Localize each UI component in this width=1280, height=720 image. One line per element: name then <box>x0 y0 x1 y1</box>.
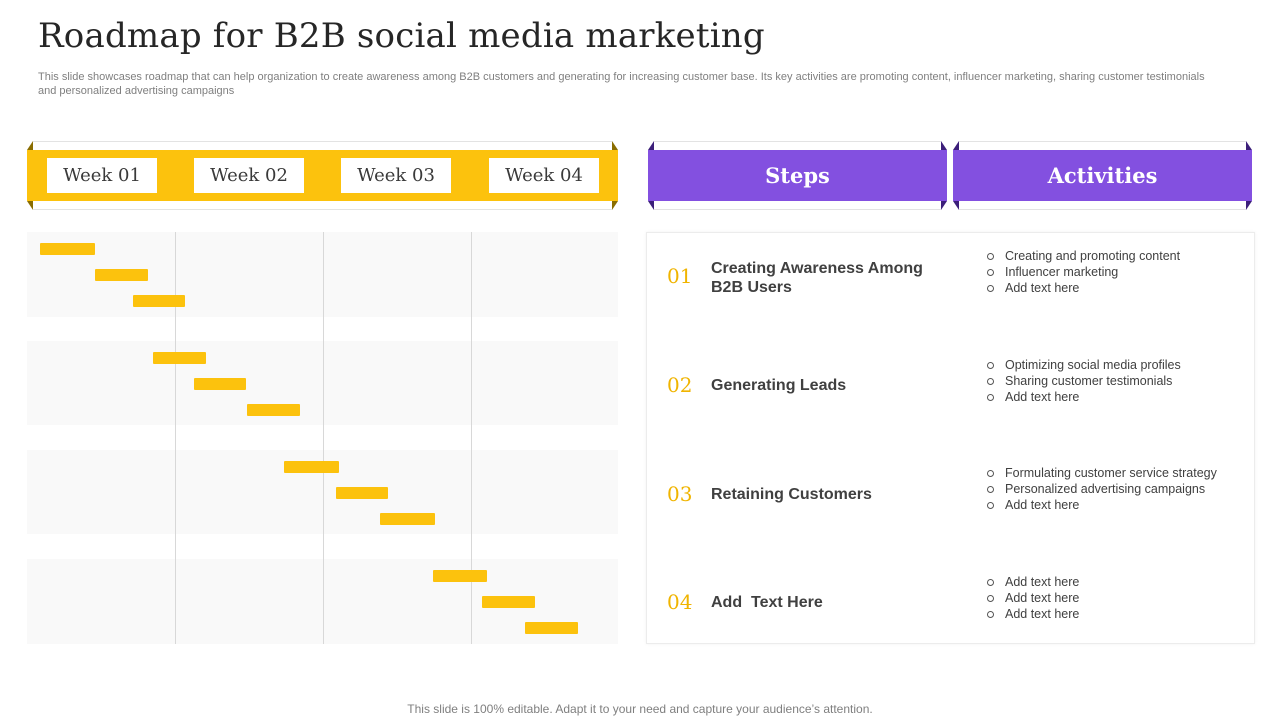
activity-item: Add text here <box>987 497 1217 513</box>
activity-list: Formulating customer service strategy Pe… <box>987 465 1217 513</box>
gantt-bar-step-4-task-1 <box>433 570 487 582</box>
week-header-ribbon: Week 01 Week 02 Week 03 Week 04 <box>27 141 618 210</box>
week-divider-3 <box>471 232 472 644</box>
gantt-bar-step-3-task-3 <box>380 512 435 525</box>
gantt-bar-step-3-task-1 <box>284 461 339 473</box>
gantt-bar-step-4-task-3 <box>524 622 579 635</box>
step-number: 02 <box>667 373 693 397</box>
activities-header-ribbon: Activities <box>953 141 1252 210</box>
activity-item: Influencer marketing <box>987 264 1180 280</box>
week-label-1: Week 01 <box>47 158 157 193</box>
step-number: 03 <box>667 482 693 506</box>
step-title: Retaining Customers <box>711 486 872 503</box>
gantt-chart <box>27 232 618 644</box>
activity-item: Add text here <box>987 574 1079 590</box>
steps-header: Steps <box>765 163 830 188</box>
activity-item: Add text here <box>987 606 1079 622</box>
activity-item: Sharing customer testimonials <box>987 373 1181 389</box>
gantt-bar-step-2-task-2 <box>193 377 246 390</box>
step-number: 04 <box>667 590 693 614</box>
activity-item: Optimizing social media profiles <box>987 357 1181 373</box>
page-subtitle: This slide showcases roadmap that can he… <box>38 71 1205 97</box>
gantt-bar-step-2-task-3 <box>247 403 301 416</box>
activity-item: Creating and promoting content <box>987 248 1180 264</box>
activity-item: Add text here <box>987 590 1079 606</box>
activity-list: Creating and promoting content Influence… <box>987 248 1180 296</box>
step-title: Add Text Here <box>711 594 823 611</box>
activity-item: Personalized advertising campaigns <box>987 481 1217 497</box>
gantt-bar-step-2-task-1 <box>152 352 206 364</box>
gantt-bar-step-1-task-1 <box>40 243 95 255</box>
week-label-3: Week 03 <box>341 158 451 193</box>
activities-header: Activities <box>1047 163 1158 188</box>
page-title: Roadmap for B2B social media marketing <box>38 16 765 56</box>
activity-item: Add text here <box>987 389 1181 405</box>
activity-list: Optimizing social media profiles Sharing… <box>987 357 1181 405</box>
gantt-bar-step-3-task-2 <box>335 486 388 499</box>
steps-header-ribbon: Steps <box>648 141 947 210</box>
gantt-bar-step-1-task-3 <box>133 295 186 308</box>
week-label-2: Week 02 <box>194 158 304 193</box>
step-number: 01 <box>667 264 693 288</box>
footer-note: This slide is 100% editable. Adapt it to… <box>407 702 873 716</box>
gantt-bar-step-1-task-2 <box>94 269 149 282</box>
activity-list: Add text here Add text here Add text her… <box>987 574 1079 622</box>
steps-panel: 01 Creating Awareness Among B2B Users Cr… <box>646 232 1255 644</box>
week-divider-1 <box>175 232 176 644</box>
gantt-bar-step-4-task-2 <box>482 596 536 609</box>
activity-item: Formulating customer service strategy <box>987 465 1217 481</box>
gantt-row-2 <box>27 341 618 425</box>
step-title: Generating Leads <box>711 377 847 394</box>
week-label-4: Week 04 <box>489 158 599 193</box>
week-divider-2 <box>323 232 324 644</box>
step-title: Creating Awareness Among B2B Users <box>711 260 923 296</box>
activity-item: Add text here <box>987 280 1180 296</box>
